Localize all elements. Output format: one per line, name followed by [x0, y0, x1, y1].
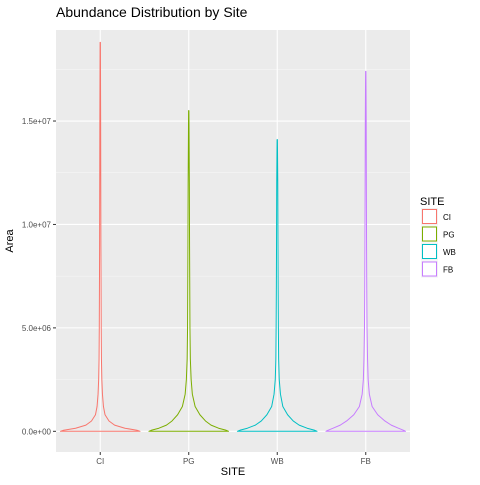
legend-title: SITE — [420, 196, 444, 208]
y-axis-title: Area — [4, 229, 16, 253]
y-tick-label: 1.0e+07 — [22, 220, 52, 229]
violin-pg — [148, 110, 230, 432]
axes: 0.0e+00 5.0e+06 1.0e+07 1.5e+07 CI PG WB FB — [22, 117, 371, 466]
y-tick-label: 1.5e+07 — [22, 117, 52, 126]
x-axis-title: SITE — [221, 466, 245, 478]
violin-wb — [236, 139, 318, 432]
y-tick-label: 5.0e+06 — [22, 324, 52, 333]
legend-label: FB — [443, 266, 453, 275]
y-tick-label: 0.0e+00 — [22, 427, 52, 436]
legend-key-fb — [422, 261, 437, 277]
x-tick-label: PG — [183, 457, 195, 466]
violin-ci — [59, 41, 141, 432]
violin-fb — [325, 70, 407, 432]
legend-key-pg — [422, 226, 437, 242]
plot-panel — [56, 30, 410, 452]
legend-label: WB — [443, 248, 456, 257]
violins — [59, 41, 407, 432]
legend-key-wb — [422, 244, 437, 259]
legend: SITE CI PG WB FB — [420, 196, 456, 278]
x-tick-label: CI — [96, 457, 104, 466]
legend-label: CI — [443, 213, 451, 222]
legend-key-ci — [422, 209, 437, 224]
chart-title: Abundance Distribution by Site — [56, 4, 248, 20]
x-tick-label: FB — [361, 457, 371, 466]
x-tick-label: WB — [271, 457, 284, 466]
legend-label: PG — [443, 231, 455, 240]
